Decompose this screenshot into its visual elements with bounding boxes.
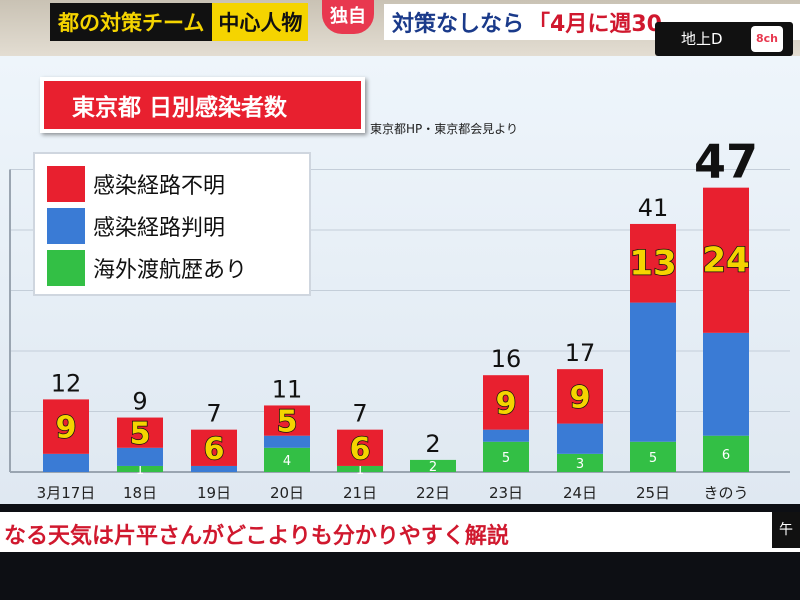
legend-item-unknown: 感染経路不明 <box>47 164 225 204</box>
bar-segment-unknown <box>557 369 603 424</box>
bar-segment-unknown <box>337 429 383 466</box>
unknown-value-label: 5 <box>130 417 151 452</box>
category-tick-label: 24日 <box>563 484 597 502</box>
bar-segment-unknown <box>264 405 310 436</box>
bar-segment-known <box>703 332 749 436</box>
category-tick-label: 25日 <box>636 484 670 502</box>
bar-segment-overseas <box>264 447 310 472</box>
unknown-value-label: 5 <box>277 405 298 440</box>
category-tick-label: 20日 <box>270 484 304 502</box>
category-tick-label: 18日 <box>123 484 157 502</box>
legend-label-overseas: 海外渡航歴あり <box>93 258 248 283</box>
headline-lead: 対策なしなら <box>392 12 525 37</box>
category-tick-label: きのう <box>703 484 748 502</box>
bar-segment-known <box>483 429 529 442</box>
bar-segment-unknown <box>43 399 89 454</box>
total-label: 2 <box>425 430 440 458</box>
overseas-value-label: 6 <box>722 448 730 463</box>
total-label: 16 <box>491 345 522 373</box>
overseas-value-label: 5 <box>502 451 510 466</box>
category-tick-label: 23日 <box>489 484 523 502</box>
bar-segment-overseas <box>483 441 529 472</box>
bar-segment-unknown <box>703 187 749 333</box>
bar-segment-unknown <box>483 375 529 430</box>
total-label: 47 <box>694 135 758 189</box>
bar-segment-unknown <box>630 223 676 303</box>
bar-segment-known <box>557 423 603 454</box>
unknown-value-label: 24 <box>702 240 749 280</box>
unknown-value-label: 13 <box>629 243 676 283</box>
bar-segment-known <box>43 453 89 472</box>
channel-indicator: 地上D 8ch <box>655 22 793 56</box>
topic-tag: 都の対策チーム 中心人物 <box>50 3 309 41</box>
bar-segment-known <box>264 435 310 448</box>
overseas-value-label: 1 <box>136 463 144 478</box>
total-label: 41 <box>638 194 669 222</box>
unknown-value-label: 9 <box>496 386 517 421</box>
unknown-value-label: 9 <box>56 411 77 446</box>
overseas-value-label: 1 <box>356 463 364 478</box>
bar-segment-known <box>630 302 676 442</box>
legend-item-known: 感染経路判明 <box>47 206 225 246</box>
total-label: 12 <box>51 369 82 397</box>
legend-swatch-known <box>47 208 85 244</box>
overseas-value-label: 3 <box>576 457 584 472</box>
chart-legend: 感染経路不明 感染経路判明 海外渡航歴あり <box>33 152 311 296</box>
overseas-value-label: 4 <box>283 454 291 469</box>
total-label: 11 <box>272 375 303 403</box>
total-label: 17 <box>565 339 596 367</box>
bar-segment-overseas <box>410 459 456 472</box>
headline-banner: 対策なしなら 「4月に週30 <box>384 4 800 40</box>
category-tick-label: 3月17日 <box>37 484 96 502</box>
category-tick-label: 19日 <box>197 484 231 502</box>
bar-segment-overseas <box>337 465 383 472</box>
category-tick-label: 22日 <box>416 484 450 502</box>
unknown-value-label: 6 <box>350 432 371 467</box>
total-label: 7 <box>352 400 367 428</box>
bar-segment-unknown <box>191 429 237 466</box>
ticker-text: なる天気は片平さんがどこよりも分かりやすく解説 <box>4 524 509 549</box>
overseas-value-label: 5 <box>649 451 657 466</box>
headline-quote: 「4月に週30 <box>528 12 662 37</box>
unknown-value-label: 6 <box>204 432 225 467</box>
unknown-value-label: 9 <box>570 380 591 415</box>
legend-swatch-overseas <box>47 250 85 286</box>
topic-tag-main: 都の対策チーム <box>50 3 213 41</box>
bar-segment-overseas <box>630 441 676 472</box>
ticker-tab: 午 <box>772 512 800 548</box>
channel-label: 地上D <box>681 30 723 48</box>
total-label: 7 <box>206 400 221 428</box>
legend-label-unknown: 感染経路不明 <box>93 174 226 199</box>
bar-segment-overseas <box>557 453 603 472</box>
topic-tag-sub: 中心人物 <box>212 3 309 41</box>
broadcast-top-bar: 都の対策チーム 中心人物 独自 対策なしなら 「4月に週30 地上D 8ch <box>0 0 800 56</box>
overseas-value-label: 2 <box>429 460 437 475</box>
news-ticker: なる天気は片平さんがどこよりも分かりやすく解説 午 <box>0 512 800 552</box>
data-source-note: 東京都HP・東京都会見より <box>370 122 519 136</box>
legend-swatch-unknown <box>47 166 85 202</box>
chart-title: 東京都 日別感染者数 <box>40 77 365 133</box>
total-label: 9 <box>132 388 147 416</box>
legend-label-known: 感染経路判明 <box>93 216 226 241</box>
bar-segment-unknown <box>117 417 163 448</box>
bar-segment-overseas <box>117 465 163 472</box>
bar-segment-known <box>117 447 163 466</box>
bar-segment-overseas <box>703 435 749 472</box>
channel-logo: 8ch <box>751 26 783 52</box>
category-tick-label: 21日 <box>343 484 377 502</box>
legend-item-overseas: 海外渡航歴あり <box>47 248 247 288</box>
exclusive-badge: 独自 <box>322 0 374 34</box>
bar-segment-known <box>191 465 237 472</box>
